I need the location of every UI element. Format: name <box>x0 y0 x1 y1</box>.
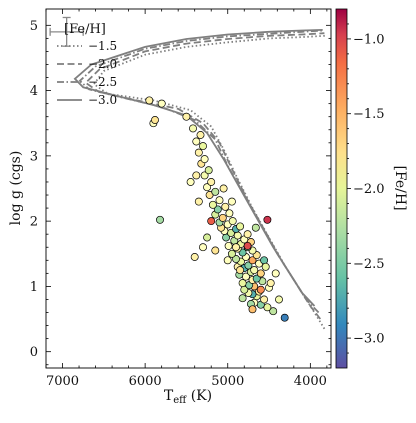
data-point <box>192 137 201 146</box>
data-point <box>233 231 242 240</box>
data-point <box>260 295 269 304</box>
data-point <box>203 183 212 192</box>
data-point <box>228 217 237 226</box>
legend-label: −3.0 <box>88 93 117 107</box>
data-point <box>156 215 164 224</box>
data-point <box>251 223 260 232</box>
data-point <box>200 155 209 164</box>
data-point <box>236 266 245 275</box>
isochrone-line <box>73 29 323 307</box>
data-point <box>219 184 228 193</box>
data-point <box>261 262 270 271</box>
legend: [Fe/H] −1.5 −2.0 −2.5 −3.0 <box>57 22 117 107</box>
x-tick-label: 7000 <box>46 374 79 389</box>
colorbar-tick-label: −2.0 <box>353 182 385 197</box>
colorbar-tick-label: −1.0 <box>353 32 385 47</box>
data-point <box>260 256 269 265</box>
legend-label: −2.5 <box>88 75 117 89</box>
data-point <box>215 196 224 205</box>
y-tick-label: 3 <box>30 149 38 164</box>
data-point <box>151 116 159 124</box>
data-point <box>192 171 201 180</box>
data-point <box>213 205 222 214</box>
y-tick-label: 1 <box>30 280 38 295</box>
data-point <box>186 178 195 186</box>
data-point <box>194 148 203 157</box>
data-point <box>238 294 247 303</box>
data-point <box>207 178 216 186</box>
data-point <box>236 222 245 231</box>
data-point <box>145 96 154 105</box>
data-point <box>232 243 240 252</box>
data-point <box>266 279 275 288</box>
isochrone-line <box>92 34 326 330</box>
data-point <box>207 217 216 226</box>
data-point <box>263 215 272 224</box>
y-axis-label: log g (cgs) <box>8 151 24 226</box>
colorbar-tick-label: −2.5 <box>353 257 385 272</box>
data-point <box>248 256 257 265</box>
data-point <box>244 261 253 270</box>
data-point <box>269 307 278 316</box>
data-point <box>211 187 220 196</box>
colorbar-gradient <box>335 8 348 369</box>
data-point <box>194 197 203 206</box>
y-tick-label: 0 <box>30 345 38 360</box>
colorbar: −1.0 −1.5 −2.0 −2.5 −3.0 <box>335 8 385 369</box>
data-point <box>221 202 230 211</box>
data-point <box>225 209 234 218</box>
data-point <box>232 255 240 263</box>
data-point <box>256 269 265 278</box>
y-tick-label: 4 <box>30 84 38 99</box>
data-point <box>238 279 247 288</box>
data-point <box>199 243 207 252</box>
data-point <box>196 131 205 139</box>
data-point <box>252 274 261 283</box>
data-point <box>211 246 220 255</box>
data-point <box>218 213 227 222</box>
isochrone-lines <box>73 29 326 330</box>
data-point <box>256 285 265 294</box>
x-tick-label: 6000 <box>129 374 162 389</box>
data-point <box>275 295 283 304</box>
legend-label: −1.5 <box>88 39 117 53</box>
plot-frame <box>45 8 332 369</box>
y-axis: 0 1 2 3 4 5 <box>30 19 331 366</box>
data-point <box>190 253 199 261</box>
data-point <box>189 124 197 133</box>
data-point <box>223 256 232 265</box>
data-point <box>227 249 236 258</box>
data-point <box>199 142 207 151</box>
colorbar-tick-label: −1.5 <box>353 107 385 122</box>
scatter-points <box>145 96 289 322</box>
data-point <box>200 171 209 180</box>
data-point <box>182 112 191 121</box>
legend-label: −2.0 <box>88 57 117 71</box>
x-tick-label: 5000 <box>211 374 244 389</box>
legend-title: [Fe/H] <box>64 22 106 37</box>
data-point <box>157 99 166 108</box>
data-point <box>243 241 252 250</box>
y-tick-label: 5 <box>30 19 38 34</box>
data-point <box>250 266 259 275</box>
data-point <box>248 305 257 314</box>
x-axis-label: Teff (K) <box>164 388 212 406</box>
data-point <box>224 241 233 250</box>
y-tick-label: 2 <box>30 215 38 230</box>
data-point <box>271 269 280 278</box>
data-point <box>280 313 289 322</box>
data-point <box>208 200 217 209</box>
data-point <box>203 233 212 242</box>
data-point <box>204 166 213 175</box>
colorbar-label: [Fe/H] <box>392 165 408 210</box>
data-point <box>243 230 252 239</box>
data-point <box>263 303 272 312</box>
data-point <box>227 197 236 206</box>
x-tick-label: 4000 <box>294 374 327 389</box>
colorbar-tick-label: −3.0 <box>353 332 385 347</box>
